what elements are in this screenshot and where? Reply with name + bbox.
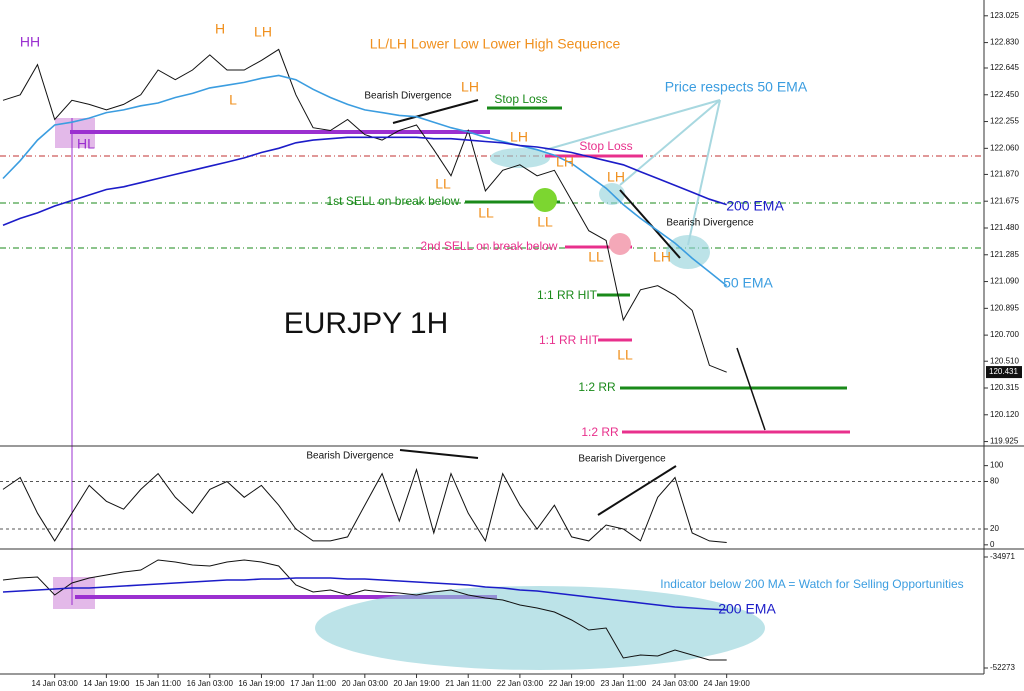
y-tick-label: 122.830	[990, 38, 1019, 47]
annotation: Bearish Divergence	[578, 454, 666, 465]
annotation: Price respects 50 EMA	[665, 79, 808, 95]
annotation: Indicator below 200 MA = Watch for Selli…	[660, 577, 963, 591]
y-tick-label: 122.060	[990, 143, 1019, 152]
trend-line	[392, 99, 479, 124]
x-tick-label: 22 Jan 19:00	[548, 679, 595, 688]
x-tick-label: 24 Jan 03:00	[652, 679, 699, 688]
x-tick-label: 22 Jan 03:00	[497, 679, 544, 688]
zone	[490, 148, 550, 168]
annotation: LL	[588, 249, 604, 265]
y-tick-label: 120.120	[990, 410, 1019, 419]
annotation: Bearish Divergence	[666, 218, 754, 229]
pointer	[687, 99, 721, 246]
y-tick-label: 0	[990, 540, 995, 549]
x-tick-label: 20 Jan 03:00	[342, 679, 389, 688]
zone	[53, 577, 95, 609]
y-tick-label: 122.645	[990, 63, 1019, 72]
annotation: 2nd SELL on break below	[421, 239, 558, 253]
series-line	[2, 467, 727, 543]
last-price-label: 120.431	[989, 367, 1018, 376]
y-tick-label: 121.090	[990, 277, 1019, 286]
annotation: 1:2 RR	[581, 425, 619, 439]
series-line	[2, 74, 728, 287]
annotation: LH	[556, 154, 574, 170]
series-label: 200 EMA	[718, 601, 776, 617]
annotation: LH	[607, 169, 625, 185]
y-tick-label: 122.450	[990, 90, 1019, 99]
annotation: 1:1 RR HIT	[537, 288, 598, 302]
y-tick-label: 120.510	[990, 356, 1019, 365]
annotation: 1:1 RR HIT	[539, 333, 600, 347]
x-tick-label: 17 Jan 11:00	[290, 679, 336, 688]
x-tick-label: 15 Jan 11:00	[135, 679, 181, 688]
series-line	[2, 48, 727, 373]
annotation: LL	[435, 176, 451, 192]
y-tick-label: 120.700	[990, 330, 1019, 339]
annotation: LH	[653, 249, 671, 265]
series-line	[2, 136, 727, 226]
annotation: Bearish Divergence	[364, 91, 452, 102]
chart-title: EURJPY 1H	[284, 307, 449, 340]
x-tick-label: 21 Jan 11:00	[445, 679, 491, 688]
annotation: LL	[537, 214, 553, 230]
x-tick-label: 20 Jan 19:00	[393, 679, 440, 688]
y-tick-label: -52273	[990, 663, 1015, 672]
annotation: Bearish Divergence	[306, 451, 394, 462]
y-tick-label: -34971	[990, 552, 1015, 561]
y-tick-label: 119.925	[990, 437, 1019, 446]
series-label: 50 EMA	[723, 275, 773, 291]
trend-line	[736, 347, 766, 431]
frames	[0, 0, 1024, 675]
y-tick-label: 120.315	[990, 383, 1019, 392]
drawings	[0, 99, 984, 670]
annotation: H	[215, 21, 225, 37]
y-tick-label: 121.285	[990, 250, 1019, 259]
entry-marker	[609, 233, 631, 255]
y-tick-label: 121.480	[990, 223, 1019, 232]
trend-line	[597, 465, 677, 516]
annotation: HH	[20, 34, 40, 50]
annotation: LL	[478, 205, 494, 221]
annotation: 1:2 RR	[578, 380, 616, 394]
x-tick-label: 14 Jan 03:00	[32, 679, 79, 688]
x-tick-label: 23 Jan 11:00	[600, 679, 646, 688]
entry-marker	[533, 188, 557, 212]
y-tick-label: 122.255	[990, 117, 1019, 126]
annotation: Stop Loss	[494, 92, 547, 106]
y-tick-label: 121.870	[990, 170, 1019, 179]
y-tick-label: 121.675	[990, 196, 1019, 205]
annotation: LL	[617, 347, 633, 363]
x-tick-label: 14 Jan 19:00	[83, 679, 130, 688]
y-tick-label: 80	[990, 477, 999, 486]
annotation: Stop Loss	[579, 139, 632, 153]
annotation: HL	[77, 136, 95, 152]
y-tick-label: 100	[990, 461, 1004, 470]
zone	[666, 235, 710, 269]
trend-line	[399, 449, 479, 459]
pointer	[544, 99, 721, 151]
last-price-box	[986, 366, 1022, 379]
series-label: 200 EMA	[726, 198, 784, 214]
y-tick-label: 20	[990, 524, 999, 533]
series-line	[2, 577, 727, 611]
y-tick-label: 123.025	[990, 11, 1019, 20]
x-tick-label: 16 Jan 03:00	[187, 679, 234, 688]
zone	[315, 586, 765, 670]
x-tick-label: 16 Jan 19:00	[238, 679, 285, 688]
y-tick-label: 120.895	[990, 303, 1019, 312]
annotation: LH	[510, 129, 528, 145]
annotation: L	[229, 92, 237, 108]
annotation: LL/LH Lower Low Lower High Sequence	[370, 36, 621, 52]
annotation: LH	[461, 79, 479, 95]
annotation: 1st SELL on break below	[327, 194, 460, 208]
annotation: LH	[254, 24, 272, 40]
trend-line	[619, 189, 681, 259]
series-line	[2, 559, 727, 661]
x-tick-label: 24 Jan 19:00	[704, 679, 751, 688]
